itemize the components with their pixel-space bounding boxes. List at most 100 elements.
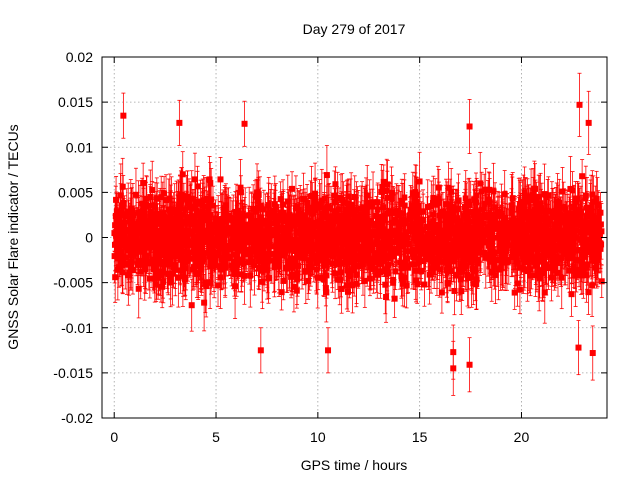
data-point bbox=[511, 289, 518, 296]
data-point bbox=[322, 285, 329, 292]
data-point bbox=[222, 264, 229, 271]
data-point bbox=[428, 203, 435, 210]
data-point bbox=[404, 248, 411, 255]
data-point bbox=[461, 212, 468, 219]
data-point bbox=[590, 198, 597, 205]
data-point bbox=[135, 285, 142, 292]
data-point bbox=[371, 265, 378, 272]
data-point bbox=[211, 257, 218, 264]
data-point bbox=[302, 268, 309, 275]
data-point bbox=[261, 264, 268, 271]
data-point bbox=[334, 260, 341, 267]
data-point bbox=[336, 206, 343, 213]
data-point bbox=[579, 272, 586, 279]
data-point bbox=[597, 245, 604, 252]
data-point bbox=[137, 268, 144, 275]
data-point bbox=[163, 197, 170, 204]
data-point bbox=[366, 275, 373, 282]
data-point bbox=[492, 204, 499, 211]
data-point bbox=[372, 222, 379, 229]
data-point bbox=[521, 189, 528, 196]
data-point bbox=[403, 282, 410, 289]
data-point bbox=[264, 258, 271, 265]
data-point bbox=[480, 220, 487, 227]
data-point bbox=[277, 196, 284, 203]
data-point bbox=[305, 277, 312, 284]
data-point bbox=[375, 223, 382, 230]
data-point bbox=[558, 274, 565, 281]
data-point bbox=[251, 262, 258, 269]
data-point bbox=[113, 208, 120, 215]
data-point bbox=[323, 231, 330, 238]
data-point bbox=[495, 266, 502, 273]
data-point bbox=[323, 272, 330, 279]
data-point bbox=[589, 191, 596, 198]
data-point bbox=[582, 192, 589, 199]
data-point bbox=[404, 255, 411, 262]
data-point bbox=[509, 195, 516, 202]
data-point bbox=[538, 205, 545, 212]
data-point bbox=[217, 274, 224, 281]
data-point bbox=[119, 269, 126, 276]
data-point bbox=[391, 295, 398, 302]
data-point bbox=[112, 274, 119, 281]
data-point bbox=[379, 184, 386, 191]
data-point bbox=[465, 198, 472, 205]
data-point bbox=[153, 195, 160, 202]
data-point bbox=[231, 271, 238, 278]
data-point bbox=[426, 271, 433, 278]
data-point bbox=[280, 277, 287, 284]
data-point bbox=[475, 260, 482, 267]
data-point bbox=[325, 246, 332, 253]
data-point bbox=[520, 198, 527, 205]
data-point bbox=[189, 266, 196, 273]
data-point bbox=[597, 209, 604, 216]
data-point bbox=[481, 249, 488, 256]
data-point bbox=[538, 208, 545, 215]
data-point bbox=[482, 254, 489, 261]
data-point bbox=[369, 246, 376, 253]
data-point bbox=[191, 176, 198, 183]
data-point bbox=[332, 181, 339, 188]
data-point bbox=[567, 185, 574, 192]
data-point bbox=[476, 219, 483, 226]
data-point bbox=[416, 178, 423, 185]
data-point bbox=[587, 249, 594, 256]
data-point bbox=[215, 282, 222, 289]
data-point bbox=[318, 197, 325, 204]
data-point bbox=[294, 203, 301, 210]
data-point bbox=[294, 262, 301, 269]
data-point bbox=[115, 265, 122, 272]
data-point bbox=[207, 180, 214, 187]
data-point bbox=[167, 279, 174, 286]
data-point bbox=[390, 276, 397, 283]
data-point bbox=[530, 254, 537, 261]
data-point bbox=[545, 192, 552, 199]
data-point bbox=[151, 275, 158, 282]
data-point bbox=[344, 288, 351, 295]
data-point bbox=[541, 289, 548, 296]
data-point bbox=[434, 195, 441, 202]
data-point bbox=[439, 243, 446, 250]
data-point bbox=[209, 242, 216, 249]
data-point bbox=[451, 287, 458, 294]
data-point bbox=[323, 172, 330, 179]
data-point bbox=[217, 176, 224, 183]
data-point bbox=[594, 202, 601, 209]
data-point bbox=[293, 287, 300, 294]
data-point bbox=[381, 229, 388, 236]
data-point bbox=[383, 187, 390, 194]
data-point bbox=[166, 258, 173, 265]
data-point bbox=[421, 281, 428, 288]
data-point bbox=[246, 259, 253, 266]
data-point bbox=[188, 302, 195, 309]
data-point bbox=[492, 272, 499, 279]
data-point bbox=[598, 278, 605, 285]
data-point bbox=[415, 202, 422, 209]
data-point bbox=[289, 264, 296, 271]
data-point bbox=[576, 266, 583, 273]
data-series bbox=[111, 72, 605, 396]
data-point bbox=[554, 269, 561, 276]
data-point bbox=[514, 280, 521, 287]
